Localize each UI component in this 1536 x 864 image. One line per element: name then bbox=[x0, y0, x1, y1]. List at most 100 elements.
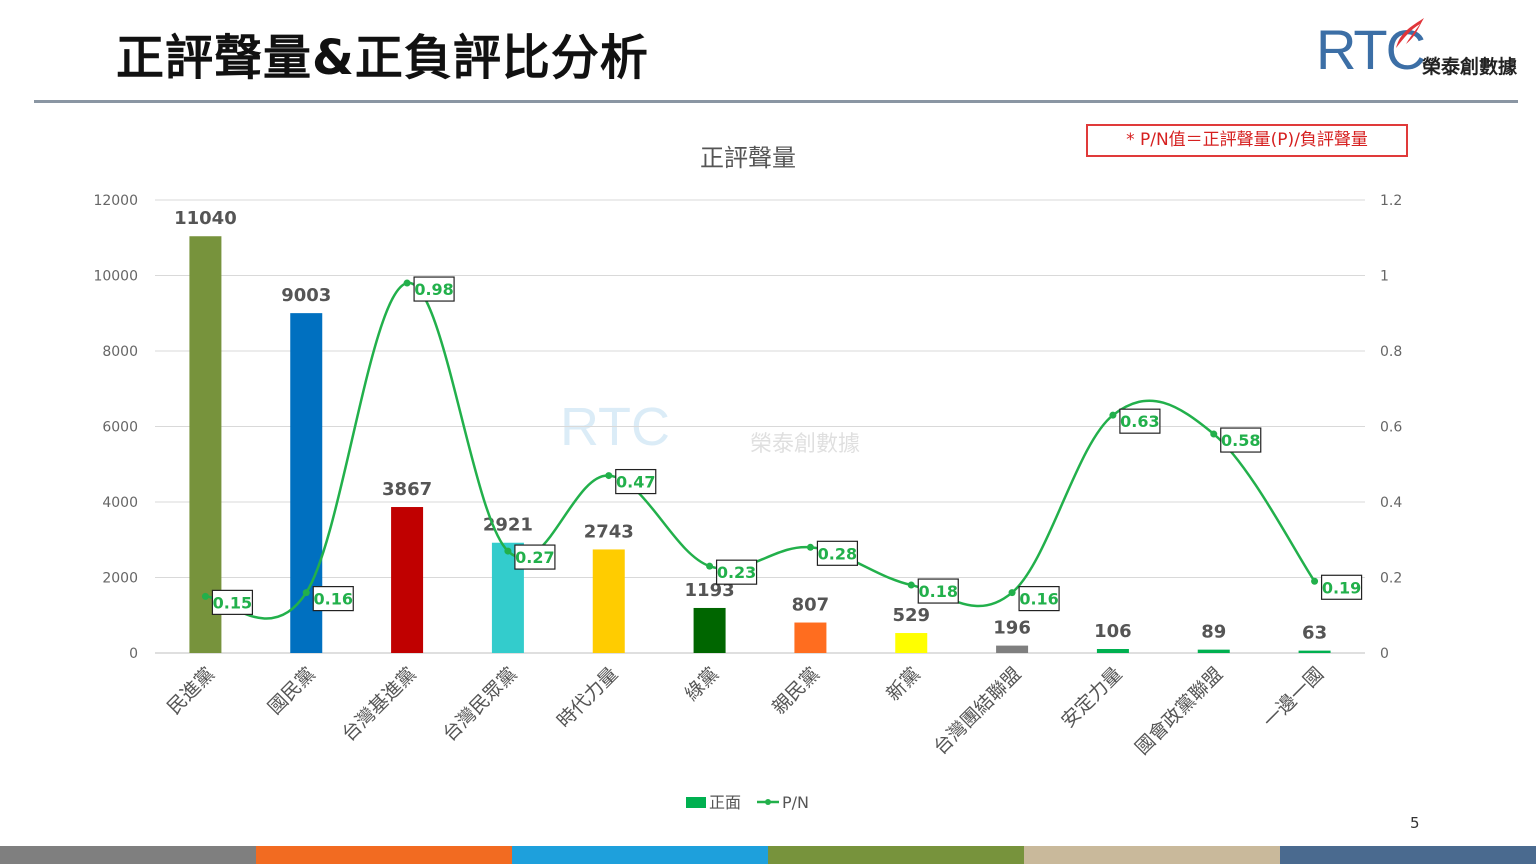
pn-point bbox=[706, 562, 714, 570]
category-label: 新黨 bbox=[882, 663, 924, 705]
legend-swatch-bar bbox=[686, 797, 706, 808]
footer-band-segment bbox=[768, 846, 1024, 864]
page-title: 正評聲量&正負評比分析 bbox=[116, 30, 649, 86]
bar bbox=[1197, 649, 1230, 653]
pn-data-label: 0.63 bbox=[1120, 412, 1159, 431]
category-label: 安定力量 bbox=[1057, 663, 1126, 732]
category-label: 親民黨 bbox=[768, 663, 824, 719]
title-divider bbox=[34, 100, 1518, 103]
bar bbox=[693, 607, 726, 653]
brand-logo: RTC 榮泰創數據 bbox=[1316, 18, 1528, 82]
right-axis-tick: 0.4 bbox=[1380, 495, 1402, 511]
bar bbox=[1298, 650, 1331, 653]
category-label: 民進黨 bbox=[163, 663, 219, 719]
category-label: 國民黨 bbox=[264, 663, 320, 719]
pn-point bbox=[1210, 430, 1218, 438]
pn-point bbox=[201, 592, 209, 600]
category-label: 時代力量 bbox=[553, 663, 622, 732]
category-label: 台灣民眾黨 bbox=[439, 663, 522, 746]
pn-data-label: 0.15 bbox=[213, 593, 252, 612]
pn-label-box bbox=[1119, 408, 1161, 434]
pn-point bbox=[302, 589, 310, 597]
chart-title: 正評聲量 bbox=[700, 144, 796, 172]
legend-swatch-line-marker bbox=[765, 799, 771, 805]
pn-label-box bbox=[615, 468, 657, 495]
pn-data-label: 0.18 bbox=[919, 582, 958, 601]
category-label: 一邊一國 bbox=[1259, 663, 1328, 732]
left-axis-tick: 10000 bbox=[93, 269, 138, 285]
bar bbox=[794, 622, 827, 653]
pn-label-box bbox=[816, 540, 859, 566]
pn-formula-note: * P/N值＝正評聲量(P)/負評聲量 bbox=[1086, 124, 1408, 157]
pn-point bbox=[907, 581, 915, 589]
bar-value-label: 196 bbox=[993, 618, 1031, 639]
footer-band-segment bbox=[256, 846, 512, 864]
pn-point bbox=[403, 279, 411, 287]
pn-data-label: 0.28 bbox=[818, 544, 857, 563]
left-axis-tick: 8000 bbox=[102, 344, 138, 360]
bar-value-label: 11040 bbox=[174, 208, 237, 229]
bar-value-label: 89 bbox=[1201, 622, 1226, 643]
bar-value-label: 3867 bbox=[382, 479, 432, 500]
pn-label-box bbox=[514, 544, 556, 570]
pn-label-box bbox=[917, 578, 959, 604]
footer-band-segment bbox=[512, 846, 768, 864]
left-axis-tick: 0 bbox=[129, 646, 138, 662]
pn-data-label: 0.47 bbox=[616, 473, 655, 492]
pn-point bbox=[504, 547, 512, 555]
bar bbox=[391, 507, 424, 653]
pn-point bbox=[1311, 577, 1319, 585]
pn-label-box bbox=[413, 276, 455, 302]
footer-band-segment bbox=[1024, 846, 1280, 864]
right-axis-tick: 0.2 bbox=[1380, 571, 1402, 587]
pn-point bbox=[1109, 411, 1117, 419]
footer-band-segment bbox=[1280, 846, 1536, 864]
left-axis-tick: 12000 bbox=[93, 193, 138, 209]
pn-data-label: 0.16 bbox=[314, 590, 353, 609]
pn-label-box bbox=[211, 589, 254, 615]
category-label: 台灣團結聯盟 bbox=[929, 663, 1025, 759]
pn-line bbox=[205, 281, 1316, 620]
pn-data-label: 0.58 bbox=[1221, 431, 1260, 450]
bar-value-label: 63 bbox=[1302, 623, 1327, 644]
bar bbox=[895, 633, 928, 653]
pn-data-label: 0.27 bbox=[515, 548, 554, 567]
bar bbox=[592, 549, 625, 653]
bar-value-label: 2743 bbox=[584, 521, 634, 542]
right-axis-tick: 1.2 bbox=[1380, 193, 1402, 209]
bar-value-label: 1193 bbox=[685, 580, 735, 601]
combo-chart: 正評聲量 0 2000 4000 6000 8000 10000 12000 0 0.2 0.4 0.… bbox=[93, 144, 1402, 812]
logo-text: 榮泰創數據 bbox=[1422, 56, 1518, 78]
left-axis-tick: 6000 bbox=[102, 420, 138, 436]
pn-label-box bbox=[1018, 585, 1060, 612]
pn-point bbox=[605, 472, 613, 480]
left-axis-tick: 2000 bbox=[102, 571, 138, 587]
right-axis-tick: 0.6 bbox=[1380, 420, 1402, 436]
right-axis-tick: 0.8 bbox=[1380, 344, 1402, 360]
bar-value-label: 9003 bbox=[281, 285, 331, 306]
category-label: 綠黨 bbox=[681, 663, 723, 705]
category-label: 國會政黨聯盟 bbox=[1131, 663, 1227, 759]
bar-value-label: 529 bbox=[892, 605, 930, 626]
pn-data-label: 0.19 bbox=[1322, 578, 1361, 597]
pn-label-box bbox=[1220, 427, 1262, 453]
bar-value-label: 807 bbox=[792, 595, 830, 616]
legend-label-line: P/N bbox=[782, 793, 809, 812]
pn-data-label: 0.16 bbox=[1019, 590, 1058, 609]
bar bbox=[996, 645, 1029, 653]
footer-color-band bbox=[0, 846, 1536, 864]
logo-flame-icon bbox=[1396, 18, 1424, 48]
page-number: 5 bbox=[1410, 814, 1420, 832]
pn-data-label: 0.23 bbox=[717, 563, 756, 582]
pn-label-box bbox=[715, 559, 758, 585]
pn-label-box bbox=[312, 585, 354, 612]
left-axis-tick: 4000 bbox=[102, 495, 138, 511]
footer-band-segment bbox=[0, 846, 256, 864]
bar bbox=[1096, 648, 1129, 653]
legend-label-bar: 正面 bbox=[709, 793, 741, 812]
right-axis-tick: 0 bbox=[1380, 646, 1389, 662]
category-label: 台灣基進黨 bbox=[338, 663, 421, 746]
pn-point bbox=[1008, 589, 1016, 597]
pn-label-box bbox=[1320, 574, 1363, 600]
pn-data-label: 0.98 bbox=[414, 280, 453, 299]
